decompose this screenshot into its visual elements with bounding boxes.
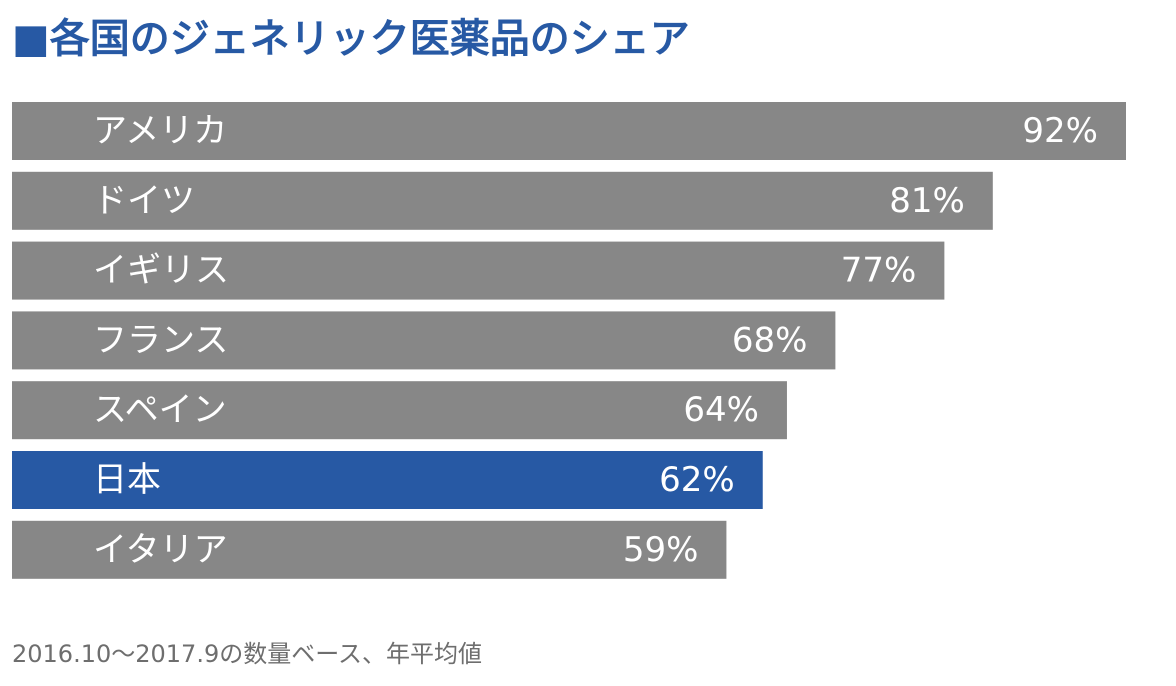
category-label: スペイン xyxy=(93,390,227,430)
chart-note: 2016.10〜2017.9の数量ベース、年平均値 xyxy=(12,640,483,668)
value-label: 92% xyxy=(1022,111,1098,151)
category-label: アメリカ xyxy=(93,111,227,151)
bar-5 xyxy=(12,381,787,440)
bar-4 xyxy=(12,311,836,370)
category-label: 日本 xyxy=(93,460,161,500)
bar-3 xyxy=(12,241,945,300)
bar-7 xyxy=(12,520,727,579)
value-label: 68% xyxy=(732,320,808,360)
value-label: 62% xyxy=(659,460,735,500)
value-label: 77% xyxy=(841,251,917,291)
value-label: 59% xyxy=(623,530,699,570)
chart-title: ■各国のジェネリック医薬品のシェア xyxy=(12,16,690,62)
bar-6 xyxy=(12,451,763,509)
value-label: 81% xyxy=(889,181,965,221)
category-label: ドイツ xyxy=(93,181,195,221)
bar-2 xyxy=(12,171,993,230)
category-label: イタリア xyxy=(93,530,228,570)
category-label: フランス xyxy=(93,320,228,360)
bar-1 xyxy=(12,102,1126,160)
value-label: 64% xyxy=(683,390,759,430)
category-label: イギリス xyxy=(93,251,229,291)
